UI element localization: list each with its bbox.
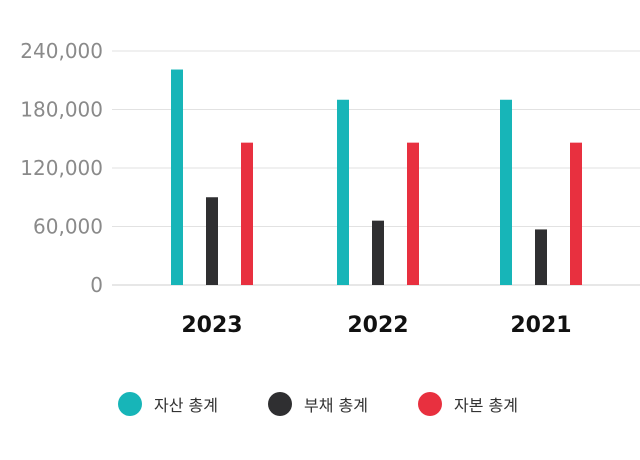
- legend-item-liabilities: 부채 총계: [268, 392, 368, 416]
- bar-2021-series-1: [500, 99, 512, 285]
- bar-2023-series-1: [171, 69, 183, 286]
- bar-series: [171, 69, 582, 286]
- y-axis-tick-labels: 0 60,000 120,000 180,000 240,000: [20, 39, 103, 297]
- x-axis-tick-labels: 2023 2022 2021: [181, 313, 571, 338]
- legend-swatch-assets: [118, 392, 142, 416]
- y-tick-label: 180,000: [20, 98, 103, 122]
- legend-swatch-equity: [418, 392, 442, 416]
- bar-2021-series-2: [535, 229, 547, 285]
- legend-swatch-liabilities: [268, 392, 292, 416]
- y-gridlines: [112, 50, 640, 286]
- y-tick-label: 120,000: [20, 156, 103, 180]
- legend-label-liabilities: 부채 총계: [304, 396, 368, 415]
- legend-item-assets: 자산 총계: [118, 392, 218, 416]
- x-tick-label: 2023: [181, 313, 242, 338]
- legend-label-equity: 자본 총계: [454, 396, 518, 415]
- y-tick-label: 60,000: [33, 215, 103, 239]
- bar-2023-series-3: [241, 142, 253, 285]
- legend-label-assets: 자산 총계: [154, 396, 218, 415]
- legend: 자산 총계 부채 총계 자본 총계: [0, 384, 640, 424]
- legend-item-equity: 자본 총계: [418, 392, 518, 416]
- y-tick-label: 240,000: [20, 39, 103, 63]
- x-tick-label: 2021: [510, 313, 571, 338]
- bar-2022-series-2: [372, 220, 384, 285]
- y-tick-label: 0: [90, 273, 103, 297]
- bar-2022-series-1: [337, 99, 349, 285]
- x-tick-label: 2022: [347, 313, 408, 338]
- bar-2021-series-3: [570, 142, 582, 285]
- bar-2023-series-2: [206, 197, 218, 285]
- bar-2022-series-3: [407, 142, 419, 285]
